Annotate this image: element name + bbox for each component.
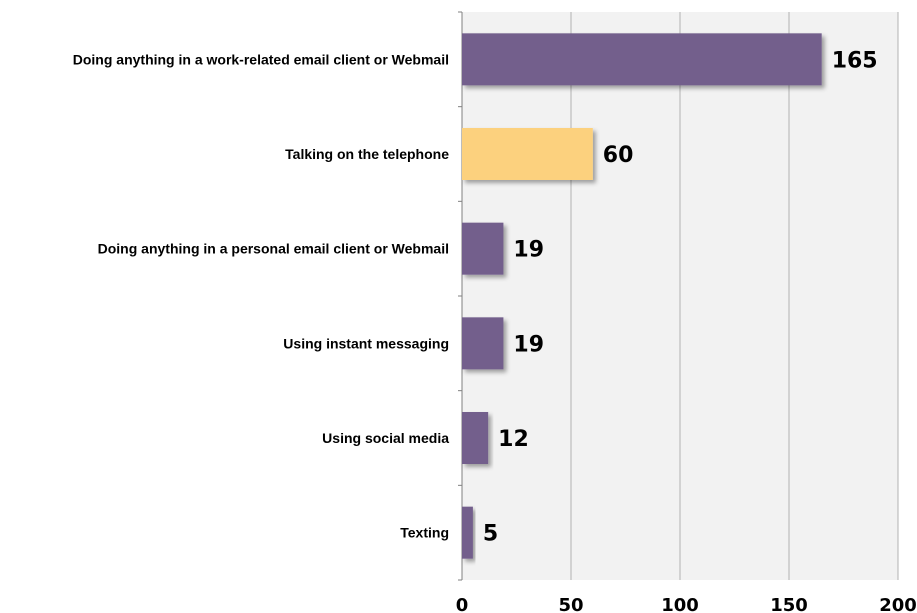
bar-1 — [462, 128, 593, 180]
category-label: Doing anything in a personal email clien… — [98, 241, 449, 257]
data-label: 60 — [603, 143, 634, 168]
data-label: 165 — [832, 48, 878, 73]
gridlines — [570, 12, 899, 580]
data-label: 5 — [483, 522, 498, 547]
x-axis-tick-labels: 0 50 100 150 200 — [456, 595, 917, 613]
data-label: 12 — [498, 427, 529, 452]
x-tick-label: 0 — [456, 595, 469, 613]
x-tick-label: 50 — [558, 595, 583, 613]
category-label: Talking on the telephone — [285, 146, 449, 162]
bar-3 — [462, 317, 504, 370]
x-tick-label: 200 — [879, 595, 917, 613]
bar-4 — [462, 412, 489, 464]
category-labels: Doing anything in a work-related email c… — [73, 51, 449, 540]
category-label: Doing anything in a work-related email c… — [73, 51, 449, 67]
category-label: Using social media — [322, 430, 449, 446]
bars — [462, 33, 822, 559]
bar-2 — [462, 222, 504, 275]
data-label: 19 — [513, 238, 544, 263]
category-label: Texting — [400, 525, 449, 541]
data-label: 19 — [513, 332, 544, 357]
data-labels: 165 60 19 19 12 5 — [483, 48, 878, 546]
x-tick-label: 150 — [770, 595, 808, 613]
category-label: Using instant messaging — [283, 335, 449, 351]
y-axis-ticks — [458, 11, 462, 581]
bar-5 — [462, 506, 473, 559]
bar-0 — [462, 33, 822, 86]
x-tick-label: 100 — [661, 595, 699, 613]
